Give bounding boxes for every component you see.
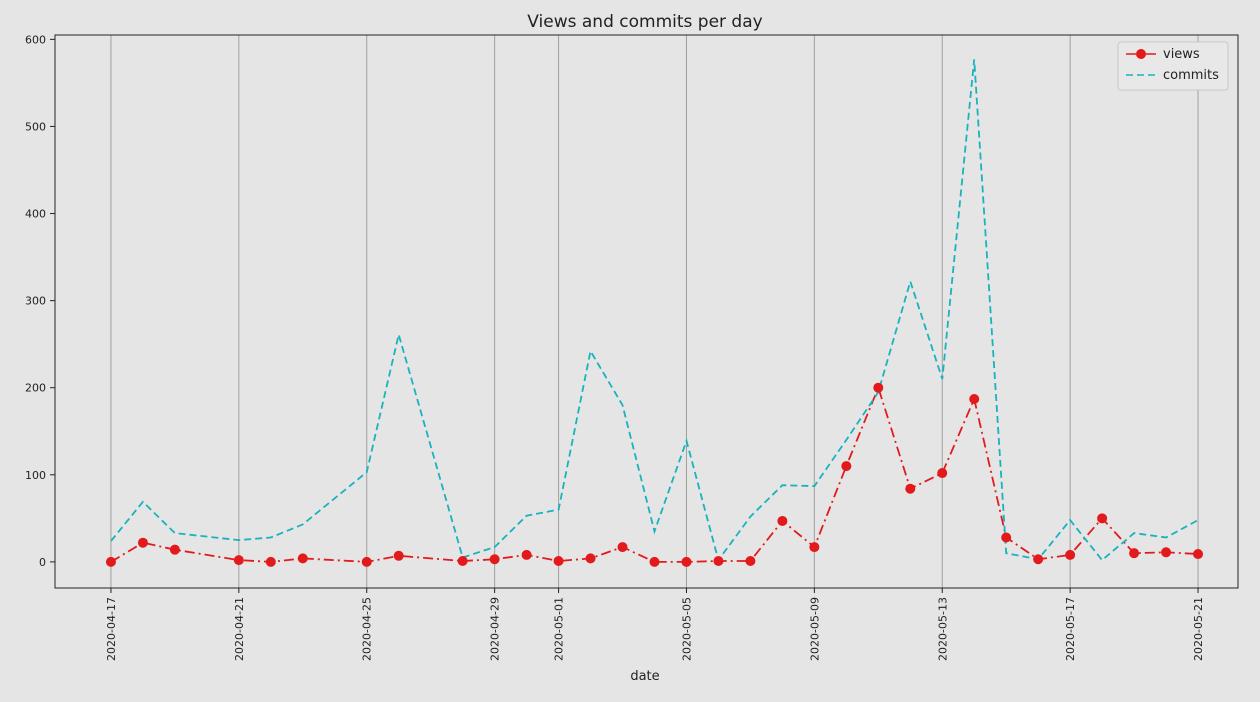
- views-point: [105, 556, 116, 567]
- views-point: [233, 555, 244, 566]
- plot-frame: [54, 34, 1239, 589]
- views-point: [265, 556, 276, 567]
- views-point: [873, 382, 884, 393]
- views-point: [617, 542, 628, 553]
- plot-area-border: [54, 34, 1239, 589]
- views-point: [713, 556, 724, 567]
- x-tick-label: 2020-05-21: [1192, 597, 1205, 661]
- legend: views commits: [1117, 41, 1229, 91]
- y-tick-label: 600: [25, 33, 46, 46]
- x-tick-label: 2020-05-09: [808, 597, 821, 661]
- views-point: [1161, 547, 1172, 558]
- views-point: [585, 553, 596, 564]
- y-tick-label: 300: [25, 295, 46, 308]
- y-tick-label: 500: [25, 120, 46, 133]
- x-axis: 2020-04-17 2020-04-21 2020-04-25 2020-04-29…: [105, 588, 1205, 661]
- y-tick-label: 0: [39, 556, 46, 569]
- views-point: [553, 556, 564, 567]
- views-point: [137, 537, 148, 548]
- views-point: [905, 483, 916, 494]
- views-point: [777, 515, 788, 526]
- legend-views-label: views: [1163, 47, 1200, 62]
- views-point: [361, 556, 372, 567]
- y-axis: 0 100 200 300 400 500 600: [25, 33, 55, 569]
- series-lines: [105, 59, 1204, 567]
- views-point: [809, 542, 820, 553]
- views-point: [841, 461, 852, 472]
- views-point: [1065, 549, 1076, 560]
- views-point: [1097, 513, 1108, 524]
- views-point: [489, 554, 500, 565]
- views-point: [649, 556, 660, 567]
- views-point: [937, 468, 948, 479]
- legend-commits-label: commits: [1163, 68, 1219, 83]
- chart-title: Views and commits per day: [527, 12, 762, 32]
- views-point: [169, 544, 180, 555]
- views-line: [110, 385, 1199, 563]
- x-tick-label: 2020-04-25: [361, 597, 374, 661]
- x-tick-label: 2020-04-17: [105, 597, 118, 661]
- x-axis-label: date: [630, 669, 659, 684]
- views-point: [745, 556, 756, 567]
- views-point: [457, 556, 468, 567]
- views-point: [681, 556, 692, 567]
- y-tick-label: 200: [25, 382, 46, 395]
- x-tick-label: 2020-04-21: [233, 597, 246, 661]
- views-point: [1193, 549, 1204, 560]
- views-point: [1129, 548, 1140, 559]
- y-tick-label: 400: [25, 208, 46, 221]
- x-tick-label: 2020-05-05: [680, 597, 693, 661]
- x-tick-label: 2020-05-17: [1064, 597, 1077, 661]
- views-point: [1001, 532, 1012, 543]
- legend-views-marker: [1136, 49, 1146, 59]
- views-point: [393, 550, 404, 561]
- x-tick-label: 2020-05-13: [936, 597, 949, 661]
- grid-lines: [110, 35, 1199, 588]
- views-point: [521, 549, 532, 560]
- x-tick-label: 2020-05-01: [553, 597, 566, 661]
- x-tick-label: 2020-04-29: [489, 597, 502, 661]
- views-point: [1033, 554, 1044, 565]
- views-point: [297, 553, 308, 564]
- views-point: [969, 394, 980, 405]
- y-tick-label: 100: [25, 469, 46, 482]
